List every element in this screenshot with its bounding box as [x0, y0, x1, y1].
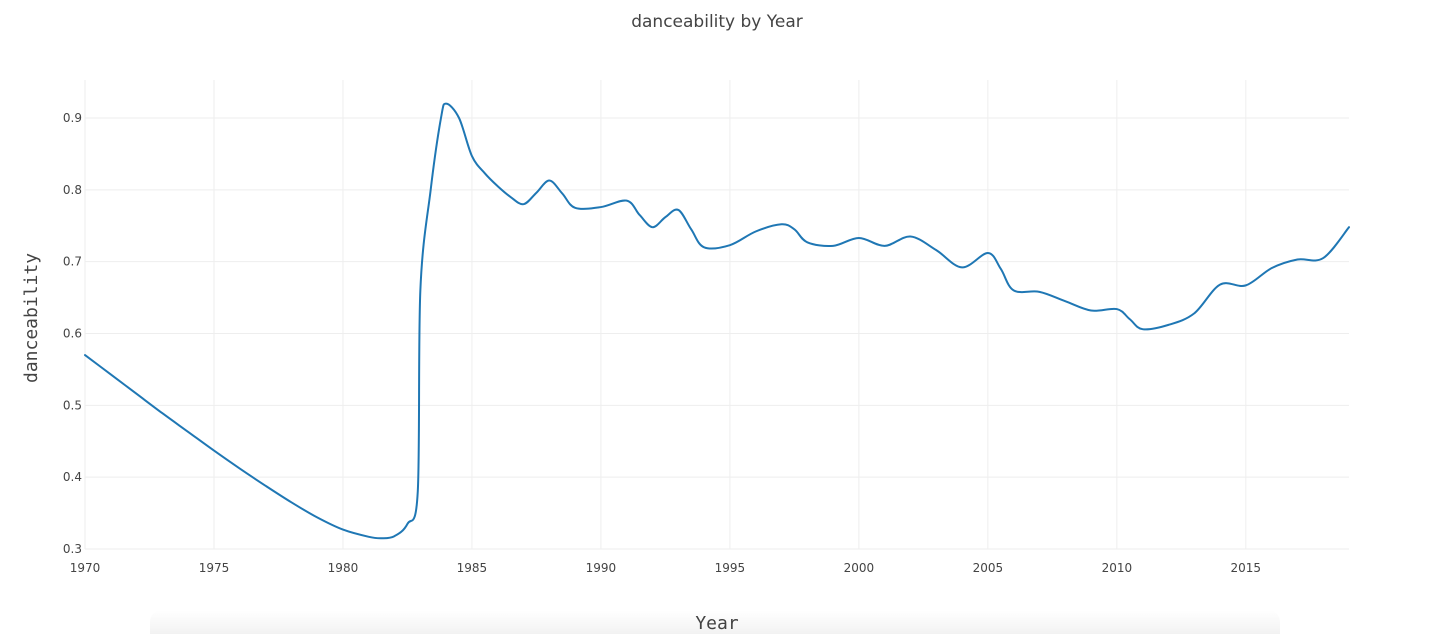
x-tick-label: 2000 — [844, 561, 875, 575]
y-tick-label: 0.3 — [63, 542, 82, 556]
x-tick-label: 1980 — [328, 561, 359, 575]
x-tick-label: 1985 — [457, 561, 488, 575]
x-tick-label: 2005 — [973, 561, 1004, 575]
y-tick-label: 0.9 — [63, 111, 82, 125]
y-axis-title: danceability — [21, 253, 42, 383]
grid — [84, 80, 1349, 550]
x-tick-label: 1990 — [586, 561, 617, 575]
x-tick-label: 1995 — [715, 561, 746, 575]
y-tick-label: 0.8 — [63, 183, 82, 197]
x-tick-label: 1970 — [70, 561, 101, 575]
x-tick-label: 2015 — [1231, 561, 1262, 575]
y-tick-label: 0.6 — [63, 327, 82, 341]
x-tick-label: 2010 — [1102, 561, 1133, 575]
x-tick-label: 1975 — [199, 561, 230, 575]
tick-labels: 1970 1975 1980 1985 1990 1995 2000 2005 2010 2015… — [63, 111, 1261, 575]
chart-title: danceability by Year — [631, 12, 803, 32]
series-layer — [84, 102, 1350, 540]
x-axis-title: Year — [695, 613, 739, 634]
y-tick-label: 0.4 — [63, 470, 82, 484]
y-tick-label: 0.5 — [63, 398, 82, 412]
series-line — [84, 102, 1350, 540]
y-tick-label: 0.7 — [63, 255, 82, 269]
